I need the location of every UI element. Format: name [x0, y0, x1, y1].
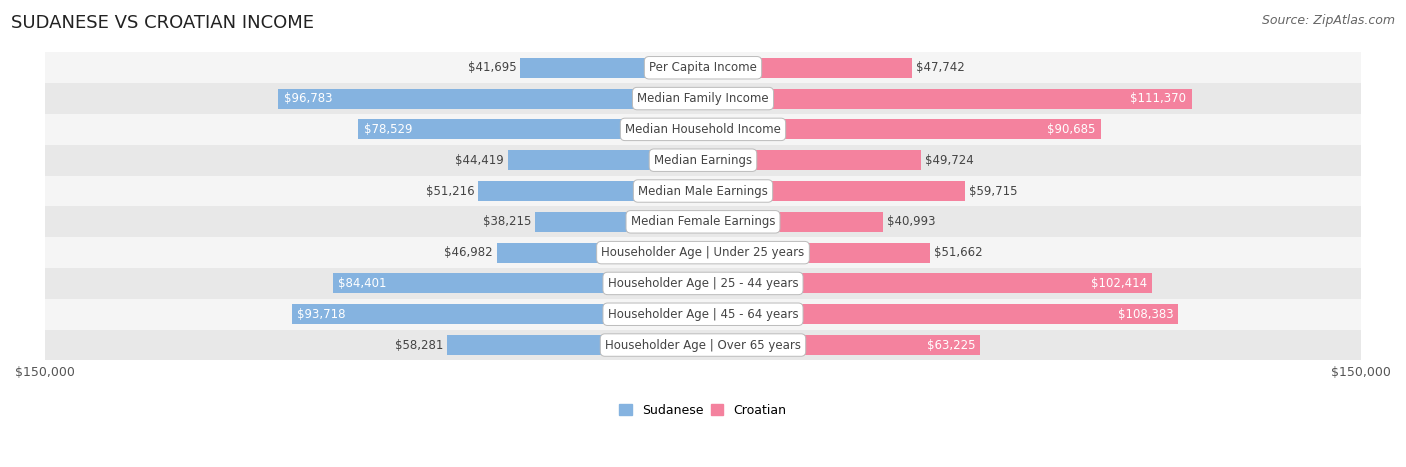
Text: $47,742: $47,742	[917, 61, 965, 74]
Legend: Sudanese, Croatian: Sudanese, Croatian	[614, 399, 792, 422]
Text: $38,215: $38,215	[484, 215, 531, 228]
Bar	[45, 299, 1361, 330]
Text: $78,529: $78,529	[364, 123, 412, 136]
Text: $63,225: $63,225	[927, 339, 976, 352]
Text: $44,419: $44,419	[456, 154, 505, 167]
Bar	[508, 150, 703, 170]
Bar	[536, 212, 703, 232]
Bar	[703, 304, 1178, 324]
Text: $51,216: $51,216	[426, 184, 474, 198]
Bar	[703, 150, 921, 170]
Bar	[703, 120, 1101, 139]
Bar	[45, 206, 1361, 237]
Text: Median Male Earnings: Median Male Earnings	[638, 184, 768, 198]
Text: $46,982: $46,982	[444, 246, 494, 259]
Text: $90,685: $90,685	[1047, 123, 1095, 136]
Bar	[45, 52, 1361, 83]
Bar	[703, 181, 965, 201]
Text: Per Capita Income: Per Capita Income	[650, 61, 756, 74]
Text: Householder Age | Over 65 years: Householder Age | Over 65 years	[605, 339, 801, 352]
Bar	[703, 212, 883, 232]
Bar	[45, 237, 1361, 268]
Text: $84,401: $84,401	[337, 277, 387, 290]
Bar	[333, 273, 703, 293]
Bar	[45, 176, 1361, 206]
Bar	[359, 120, 703, 139]
Bar	[447, 335, 703, 355]
Text: $41,695: $41,695	[468, 61, 516, 74]
Text: $59,715: $59,715	[969, 184, 1018, 198]
Bar	[478, 181, 703, 201]
Text: $108,383: $108,383	[1118, 308, 1173, 321]
Text: SUDANESE VS CROATIAN INCOME: SUDANESE VS CROATIAN INCOME	[11, 14, 315, 32]
Bar	[703, 243, 929, 262]
Text: $49,724: $49,724	[925, 154, 974, 167]
Bar	[45, 114, 1361, 145]
Bar	[520, 58, 703, 78]
Text: Householder Age | 45 - 64 years: Householder Age | 45 - 64 years	[607, 308, 799, 321]
Bar	[278, 89, 703, 109]
Bar	[45, 268, 1361, 299]
Bar	[703, 58, 912, 78]
Text: $93,718: $93,718	[297, 308, 346, 321]
Bar	[703, 89, 1192, 109]
Text: $58,281: $58,281	[395, 339, 443, 352]
Text: $102,414: $102,414	[1091, 277, 1147, 290]
Text: Source: ZipAtlas.com: Source: ZipAtlas.com	[1261, 14, 1395, 27]
Text: Median Female Earnings: Median Female Earnings	[631, 215, 775, 228]
Text: Householder Age | Under 25 years: Householder Age | Under 25 years	[602, 246, 804, 259]
Text: $51,662: $51,662	[934, 246, 983, 259]
Bar	[45, 330, 1361, 361]
Bar	[45, 145, 1361, 176]
Text: Median Family Income: Median Family Income	[637, 92, 769, 105]
Text: Median Earnings: Median Earnings	[654, 154, 752, 167]
Bar	[292, 304, 703, 324]
Bar	[45, 83, 1361, 114]
Text: $111,370: $111,370	[1130, 92, 1187, 105]
Text: $96,783: $96,783	[284, 92, 332, 105]
Text: Median Household Income: Median Household Income	[626, 123, 780, 136]
Bar	[496, 243, 703, 262]
Text: Householder Age | 25 - 44 years: Householder Age | 25 - 44 years	[607, 277, 799, 290]
Bar	[703, 273, 1153, 293]
Text: $40,993: $40,993	[887, 215, 935, 228]
Bar	[703, 335, 980, 355]
